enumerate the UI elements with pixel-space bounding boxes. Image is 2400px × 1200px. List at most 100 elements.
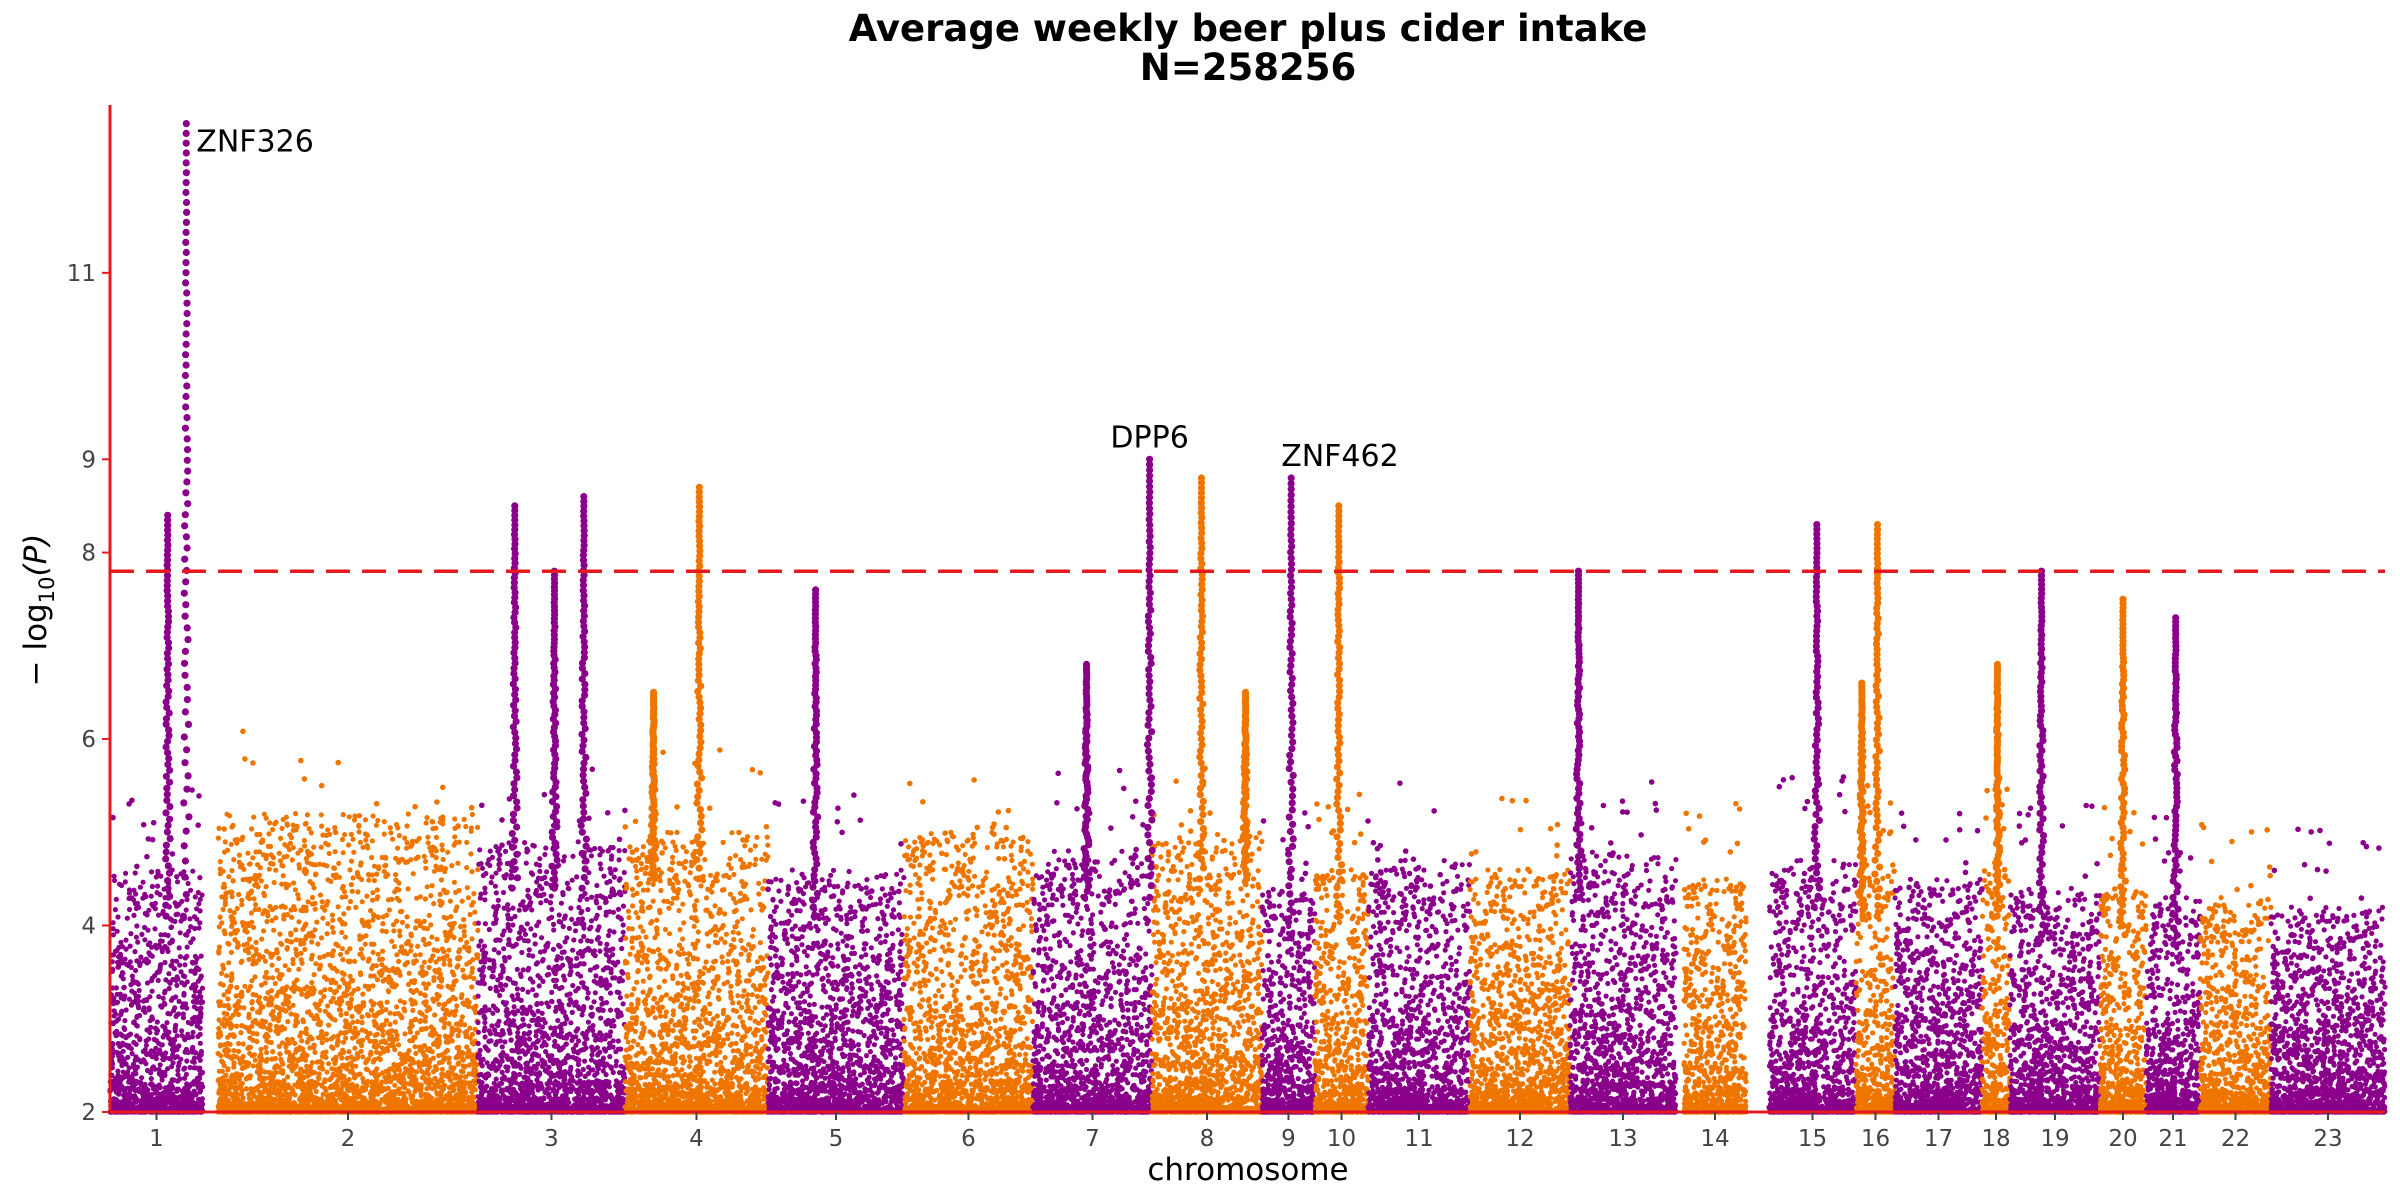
data-point bbox=[302, 843, 308, 849]
data-point bbox=[261, 811, 267, 817]
data-point bbox=[251, 924, 257, 931]
data-point bbox=[177, 1076, 183, 1082]
data-point bbox=[347, 973, 353, 979]
data-point bbox=[164, 1020, 170, 1026]
data-point bbox=[230, 822, 236, 829]
data-point bbox=[153, 1045, 159, 1051]
data-point bbox=[449, 1025, 455, 1031]
data-point bbox=[156, 994, 162, 1000]
data-point bbox=[196, 993, 202, 1000]
data-point bbox=[135, 1003, 141, 1009]
data-point bbox=[307, 1045, 313, 1051]
data-point bbox=[163, 977, 169, 983]
data-point bbox=[424, 884, 430, 890]
data-point bbox=[279, 1070, 285, 1076]
data-point bbox=[335, 1103, 341, 1109]
data-point bbox=[419, 1092, 425, 1098]
data-point bbox=[235, 1095, 241, 1101]
data-point bbox=[242, 983, 248, 989]
data-point bbox=[119, 1054, 125, 1060]
data-point bbox=[270, 1049, 276, 1055]
data-point bbox=[246, 956, 252, 963]
data-point bbox=[265, 913, 271, 919]
data-point bbox=[358, 946, 364, 952]
data-point bbox=[216, 1031, 222, 1037]
data-point bbox=[387, 1102, 393, 1108]
data-point bbox=[245, 850, 251, 856]
data-point bbox=[249, 1006, 255, 1012]
chart-title: Average weekly beer plus cider intake bbox=[849, 7, 1648, 50]
data-point bbox=[288, 1065, 294, 1071]
data-point bbox=[437, 891, 443, 898]
data-point bbox=[238, 1030, 244, 1036]
data-point bbox=[113, 1098, 119, 1104]
data-point bbox=[425, 1046, 431, 1052]
data-point bbox=[185, 1091, 191, 1097]
data-point bbox=[345, 958, 351, 964]
data-point bbox=[273, 1023, 279, 1030]
data-point bbox=[197, 1057, 203, 1063]
data-point bbox=[384, 999, 390, 1005]
data-point bbox=[424, 815, 430, 821]
data-point bbox=[386, 907, 392, 913]
data-point bbox=[369, 1007, 375, 1013]
data-point bbox=[148, 893, 154, 899]
data-point bbox=[436, 993, 442, 999]
data-point bbox=[299, 991, 305, 997]
data-point bbox=[324, 1037, 330, 1043]
data-point bbox=[328, 999, 334, 1005]
data-point bbox=[234, 984, 240, 991]
data-point bbox=[423, 970, 429, 976]
data-point bbox=[274, 993, 280, 999]
data-point bbox=[347, 1028, 354, 1034]
data-point bbox=[392, 1082, 398, 1088]
data-point bbox=[370, 949, 376, 955]
data-point bbox=[162, 932, 168, 938]
data-point bbox=[417, 952, 423, 958]
data-point bbox=[350, 1035, 356, 1041]
data-point bbox=[183, 932, 189, 938]
data-point bbox=[315, 1021, 321, 1027]
data-point bbox=[277, 1089, 283, 1095]
data-point bbox=[317, 1007, 323, 1013]
data-point bbox=[441, 1096, 447, 1102]
data-point bbox=[348, 831, 354, 838]
data-point bbox=[199, 892, 205, 898]
data-point bbox=[410, 1007, 416, 1014]
data-point bbox=[438, 984, 444, 990]
data-point bbox=[286, 967, 292, 973]
data-point bbox=[261, 1024, 267, 1030]
data-point bbox=[111, 877, 118, 884]
data-point bbox=[239, 994, 245, 1000]
data-point bbox=[368, 908, 374, 914]
data-point bbox=[196, 1017, 202, 1023]
data-point bbox=[229, 917, 235, 923]
data-point bbox=[274, 949, 280, 955]
data-point bbox=[176, 901, 182, 907]
data-point bbox=[368, 1095, 374, 1101]
data-point bbox=[157, 963, 163, 969]
data-point bbox=[352, 813, 358, 819]
data-point bbox=[441, 961, 447, 967]
data-point bbox=[470, 899, 476, 906]
data-point bbox=[239, 989, 245, 995]
data-point bbox=[114, 999, 121, 1005]
data-point bbox=[357, 970, 363, 976]
data-point bbox=[235, 1001, 241, 1007]
data-point bbox=[241, 942, 247, 948]
data-point bbox=[218, 1076, 224, 1082]
data-point bbox=[246, 861, 253, 867]
data-point bbox=[292, 1012, 298, 1018]
data-point bbox=[461, 928, 467, 935]
data-point bbox=[362, 1097, 368, 1103]
data-point bbox=[229, 889, 235, 895]
data-point bbox=[245, 1045, 251, 1051]
data-point bbox=[399, 919, 406, 926]
data-point bbox=[126, 887, 133, 893]
data-point bbox=[190, 960, 196, 966]
data-point bbox=[290, 1002, 296, 1008]
data-point bbox=[329, 924, 335, 931]
data-point bbox=[122, 956, 128, 962]
data-point bbox=[342, 1095, 348, 1101]
data-point bbox=[365, 845, 371, 851]
